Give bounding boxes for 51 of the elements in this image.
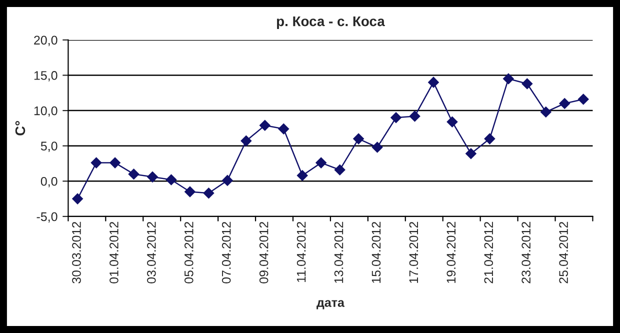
x-tick-label: 13.04.2012 bbox=[334, 222, 344, 283]
point bbox=[372, 142, 383, 153]
y-tick-label: 15,0 bbox=[34, 71, 58, 82]
x-tick-label: 09.04.2012 bbox=[259, 222, 268, 284]
x-tick-label: 01.04.2012 bbox=[110, 222, 118, 284]
point bbox=[334, 164, 346, 176]
point bbox=[110, 157, 120, 168]
point bbox=[446, 116, 458, 128]
point bbox=[559, 98, 570, 109]
point bbox=[166, 174, 177, 186]
point bbox=[278, 123, 290, 134]
x-tick-label: 30.03.2012 bbox=[72, 222, 81, 284]
point bbox=[502, 73, 514, 84]
x-tick-label: 03.04.2012 bbox=[147, 222, 156, 284]
y-axis-title: C° bbox=[15, 121, 26, 136]
x-axis-title: дата bbox=[316, 300, 345, 310]
point bbox=[72, 193, 83, 204]
y-tick-label: 10,0 bbox=[34, 106, 58, 117]
point bbox=[240, 135, 252, 146]
y-tick-label: 5,0 bbox=[40, 142, 58, 152]
chart-title: р. Коса - с. Коса bbox=[276, 16, 385, 29]
point bbox=[353, 133, 364, 144]
x-tick-label: 25.04.2012 bbox=[559, 222, 568, 284]
y-tick-label: 0,0 bbox=[40, 176, 58, 188]
point bbox=[578, 94, 589, 105]
y-tick-label: -5,0 bbox=[36, 212, 58, 223]
y-tick-label: 20,0 bbox=[34, 36, 58, 46]
point bbox=[522, 78, 533, 90]
point bbox=[222, 175, 233, 186]
point bbox=[184, 186, 196, 198]
x-tick-label: 05.04.2012 bbox=[184, 222, 194, 284]
point bbox=[128, 168, 140, 180]
point bbox=[203, 188, 214, 199]
x-tick-label: 23.04.2012 bbox=[522, 222, 531, 284]
point bbox=[390, 112, 402, 124]
point bbox=[540, 106, 552, 118]
x-tick-label: 19.04.2012 bbox=[446, 222, 456, 283]
point bbox=[296, 170, 308, 181]
point bbox=[466, 148, 476, 160]
point bbox=[428, 76, 439, 88]
x-tick-label: 11.04.2012 bbox=[296, 222, 306, 282]
point bbox=[484, 133, 496, 144]
x-tick-label: 07.04.2012 bbox=[222, 222, 231, 284]
x-tick-label: 15.04.2012 bbox=[372, 222, 381, 283]
x-tick-label: 17.04.2012 bbox=[409, 222, 418, 283]
point bbox=[147, 171, 158, 182]
point bbox=[409, 110, 420, 122]
point bbox=[316, 157, 327, 168]
x-tick-label: 21.04.2012 bbox=[484, 222, 494, 284]
point bbox=[90, 157, 102, 168]
point bbox=[259, 120, 270, 131]
